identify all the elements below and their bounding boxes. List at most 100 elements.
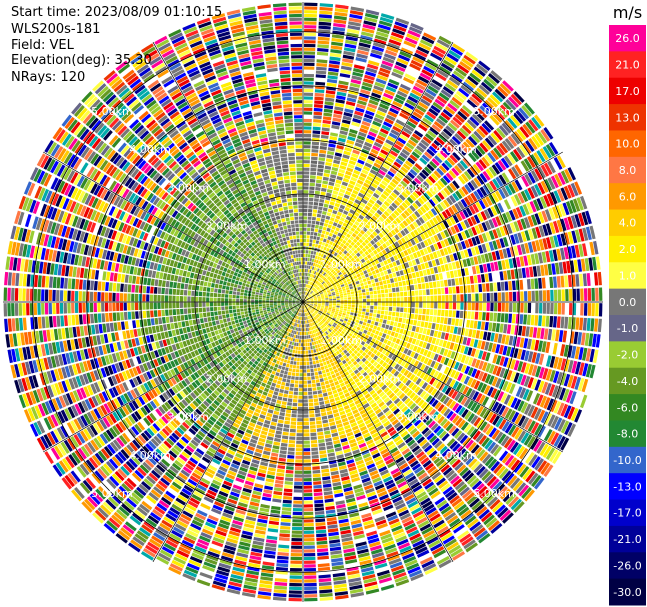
velocity-gate [303,175,309,178]
velocity-gate [560,276,564,288]
velocity-gate [373,265,377,270]
velocity-gate [375,331,379,335]
velocity-gate [332,436,339,441]
velocity-gate [313,115,321,119]
velocity-gate [304,156,310,159]
velocity-gate [512,281,516,291]
velocity-gate [466,320,470,328]
velocity-gate [519,314,523,324]
velocity-gate [329,64,340,69]
velocity-gate [555,263,560,275]
velocity-gate [307,228,310,231]
velocity-gate [328,418,334,422]
velocity-gate [303,369,306,372]
velocity-gate [436,281,440,287]
velocity-gate [360,318,364,322]
velocity-gate [321,385,326,389]
velocity-gate [324,223,328,227]
velocity-gate [320,382,324,386]
velocity-gate [279,537,290,541]
velocity-gate [363,299,366,302]
velocity-gate [370,267,374,271]
velocity-gate [422,309,426,315]
velocity-gate [330,49,342,54]
velocity-gate [309,358,312,361]
velocity-gate [362,289,366,292]
velocity-gate [391,316,395,321]
velocity-gate [418,315,422,321]
velocity-gate [314,112,323,116]
velocity-gate [335,416,341,421]
velocity-gate [349,286,353,289]
velocity-gate [303,239,306,242]
velocity-gate [501,282,505,291]
velocity-gate [320,3,333,7]
velocity-gate [318,439,325,443]
velocity-gate [313,130,321,134]
velocity-gate [303,231,306,234]
velocity-gate [511,325,515,335]
velocity-gate [427,302,430,308]
velocity-gate [423,302,426,307]
velocity-gate [333,160,340,165]
velocity-gate [313,364,316,368]
velocity-gate [310,232,313,236]
velocity-gate [303,392,307,395]
velocity-gate [387,269,391,274]
velocity-gate [311,372,315,376]
velocity-gate [330,550,342,555]
velocity-gate [317,432,323,436]
velocity-gate [310,239,313,242]
velocity-gate [322,242,326,246]
velocity-gate [415,327,419,333]
velocity-gate [292,534,302,537]
velocity-gate [579,318,583,331]
velocity-gate [449,303,452,310]
velocity-gate [377,273,381,277]
velocity-gate [303,351,305,354]
velocity-gate [378,294,381,298]
velocity-gate [384,285,388,289]
velocity-gate [326,510,336,514]
velocity-gate [470,276,474,284]
velocity-gate [383,280,387,284]
velocity-gate [301,317,302,320]
velocity-gate [298,403,303,406]
velocity-gate [553,276,557,287]
velocity-gate [304,534,314,537]
velocity-gate [304,25,316,28]
velocity-gate [568,317,572,329]
velocity-gate [333,190,339,194]
velocity-gate [590,318,594,331]
velocity-gate [304,448,311,451]
velocity-gate [321,246,324,250]
velocity-gate [322,389,327,393]
velocity-gate [374,295,377,298]
velocity-gate [333,486,342,491]
velocity-gate [324,430,330,434]
velocity-gate [319,153,326,157]
velocity-gate [442,303,445,309]
velocity-gate [350,289,354,292]
velocity-gate [337,212,342,217]
velocity-gate [328,456,336,460]
velocity-gate [319,7,332,11]
velocity-gate [307,335,309,338]
velocity-gate [488,273,492,282]
velocity-gate [323,173,329,177]
velocity-gate [303,258,305,261]
velocity-gate [329,298,332,300]
velocity-gate [377,310,381,314]
velocity-gate [335,372,340,376]
velocity-gate [385,307,388,311]
velocity-gate [283,496,292,500]
velocity-gate [300,369,303,372]
velocity-gate [303,198,308,201]
velocity-gate [356,320,360,323]
velocity-gate [325,304,328,305]
velocity-gate [396,287,400,292]
velocity-gate [298,351,300,354]
velocity-gate [324,400,329,404]
velocity-gate [540,265,545,276]
velocity-gate [325,369,329,373]
